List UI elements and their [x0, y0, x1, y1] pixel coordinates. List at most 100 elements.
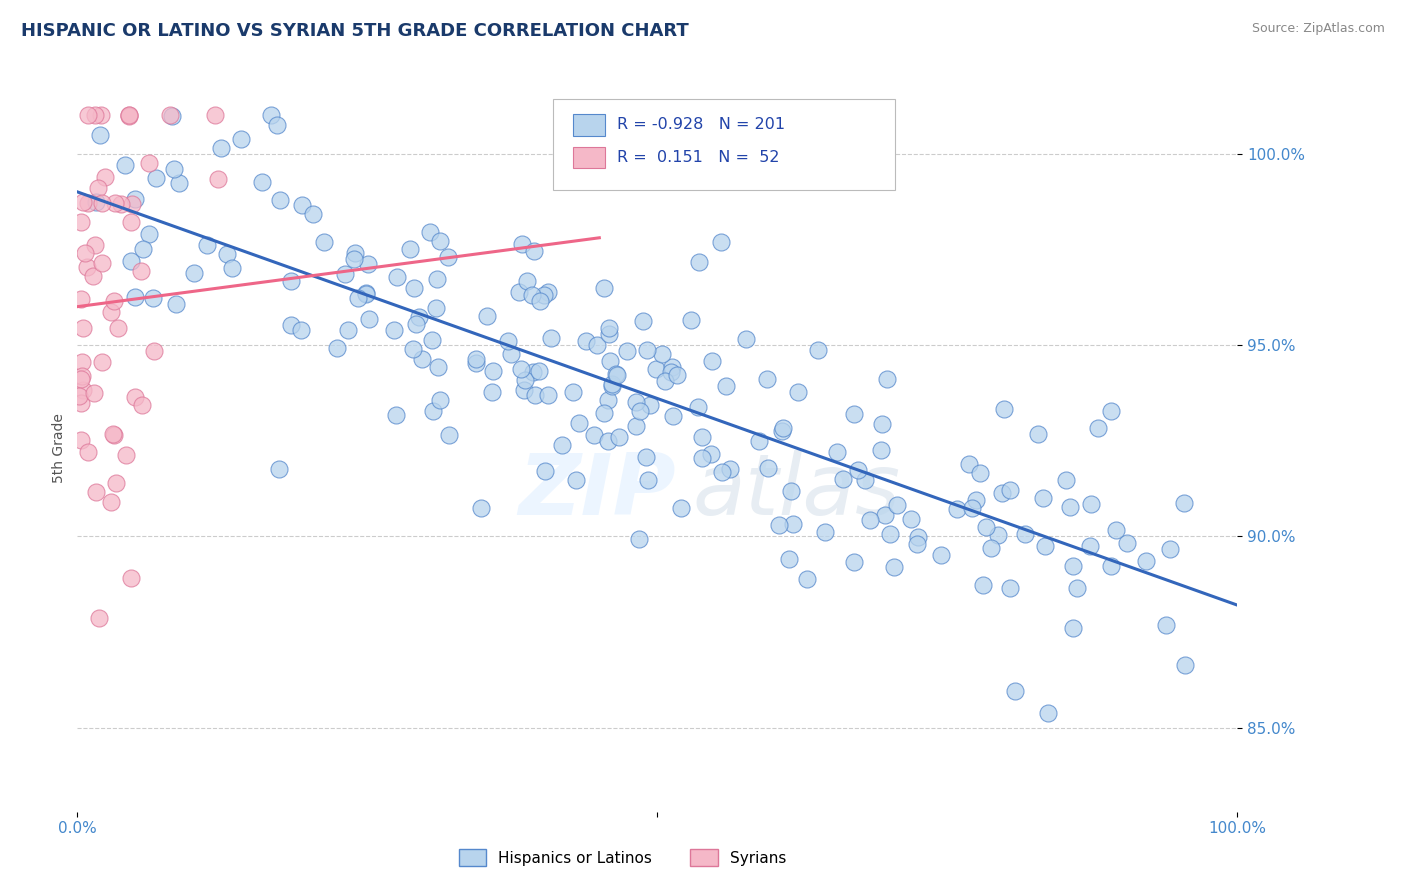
- Point: [411, 351, 433, 366]
- Point: [524, 388, 547, 402]
- Point: [523, 244, 546, 258]
- Point: [437, 428, 460, 442]
- Point: [290, 323, 312, 337]
- Point: [104, 475, 127, 490]
- Point: [825, 444, 848, 458]
- Point: [269, 193, 291, 207]
- Point: [782, 517, 804, 532]
- Point: [602, 376, 624, 391]
- Point: [280, 274, 302, 288]
- Point: [204, 108, 226, 122]
- Point: [118, 108, 141, 122]
- Point: [107, 320, 129, 334]
- Point: [291, 198, 314, 212]
- Point: [960, 500, 983, 515]
- Point: [993, 402, 1015, 417]
- Point: [807, 343, 830, 357]
- Point: [688, 255, 710, 269]
- Point: [260, 108, 283, 122]
- Point: [419, 225, 441, 239]
- Point: [131, 398, 153, 412]
- Point: [142, 291, 165, 305]
- Point: [250, 175, 273, 189]
- Point: [607, 429, 630, 443]
- Point: [627, 532, 650, 546]
- Point: [77, 196, 100, 211]
- Point: [529, 293, 551, 308]
- Point: [138, 227, 160, 242]
- Text: R =  0.151   N =  52: R = 0.151 N = 52: [617, 150, 779, 165]
- Point: [209, 141, 232, 155]
- Point: [384, 408, 406, 422]
- Point: [464, 351, 486, 366]
- Point: [165, 297, 187, 311]
- Point: [425, 301, 447, 316]
- Point: [162, 161, 184, 176]
- Point: [84, 108, 107, 122]
- Point: [636, 343, 658, 358]
- Point: [84, 195, 107, 210]
- Point: [70, 372, 93, 386]
- Point: [426, 272, 449, 286]
- Point: [124, 290, 146, 304]
- Point: [631, 314, 654, 328]
- Point: [599, 354, 621, 368]
- Point: [266, 118, 288, 132]
- Point: [87, 611, 110, 625]
- Point: [965, 492, 987, 507]
- Point: [598, 327, 620, 342]
- Point: [640, 398, 662, 412]
- Point: [980, 541, 1002, 555]
- Point: [354, 286, 377, 301]
- Point: [404, 281, 426, 295]
- Point: [606, 368, 628, 383]
- Point: [1000, 581, 1022, 595]
- Text: HISPANIC OR LATINO VS SYRIAN 5TH GRADE CORRELATION CHART: HISPANIC OR LATINO VS SYRIAN 5TH GRADE C…: [21, 22, 689, 40]
- Point: [522, 288, 544, 302]
- Point: [1099, 404, 1122, 418]
- Point: [768, 517, 790, 532]
- Point: [972, 578, 994, 592]
- Point: [661, 409, 683, 423]
- Point: [711, 465, 734, 479]
- Point: [420, 333, 443, 347]
- Point: [401, 342, 423, 356]
- Point: [859, 512, 882, 526]
- Point: [70, 293, 93, 307]
- Point: [90, 108, 112, 122]
- Point: [83, 386, 105, 401]
- Point: [513, 373, 536, 387]
- Point: [83, 238, 105, 252]
- Point: [103, 293, 125, 308]
- Point: [124, 390, 146, 404]
- Point: [67, 389, 90, 403]
- FancyBboxPatch shape: [572, 146, 605, 169]
- Point: [1026, 426, 1049, 441]
- Point: [69, 396, 91, 410]
- Point: [605, 368, 627, 382]
- Point: [344, 245, 367, 260]
- Point: [1062, 558, 1084, 573]
- Point: [159, 108, 181, 122]
- Point: [337, 323, 360, 337]
- Point: [637, 473, 659, 487]
- Point: [870, 417, 893, 431]
- Point: [900, 512, 922, 526]
- Point: [883, 560, 905, 574]
- Point: [73, 245, 96, 260]
- Point: [1032, 491, 1054, 505]
- Point: [84, 485, 107, 500]
- Point: [437, 250, 460, 264]
- Point: [755, 372, 778, 386]
- Point: [796, 572, 818, 586]
- Point: [183, 267, 205, 281]
- Point: [702, 354, 724, 368]
- Point: [814, 525, 837, 540]
- Point: [869, 443, 891, 458]
- Point: [886, 498, 908, 512]
- Point: [734, 332, 756, 346]
- Point: [778, 552, 800, 566]
- Point: [124, 192, 146, 206]
- Point: [121, 197, 143, 211]
- Point: [496, 334, 519, 349]
